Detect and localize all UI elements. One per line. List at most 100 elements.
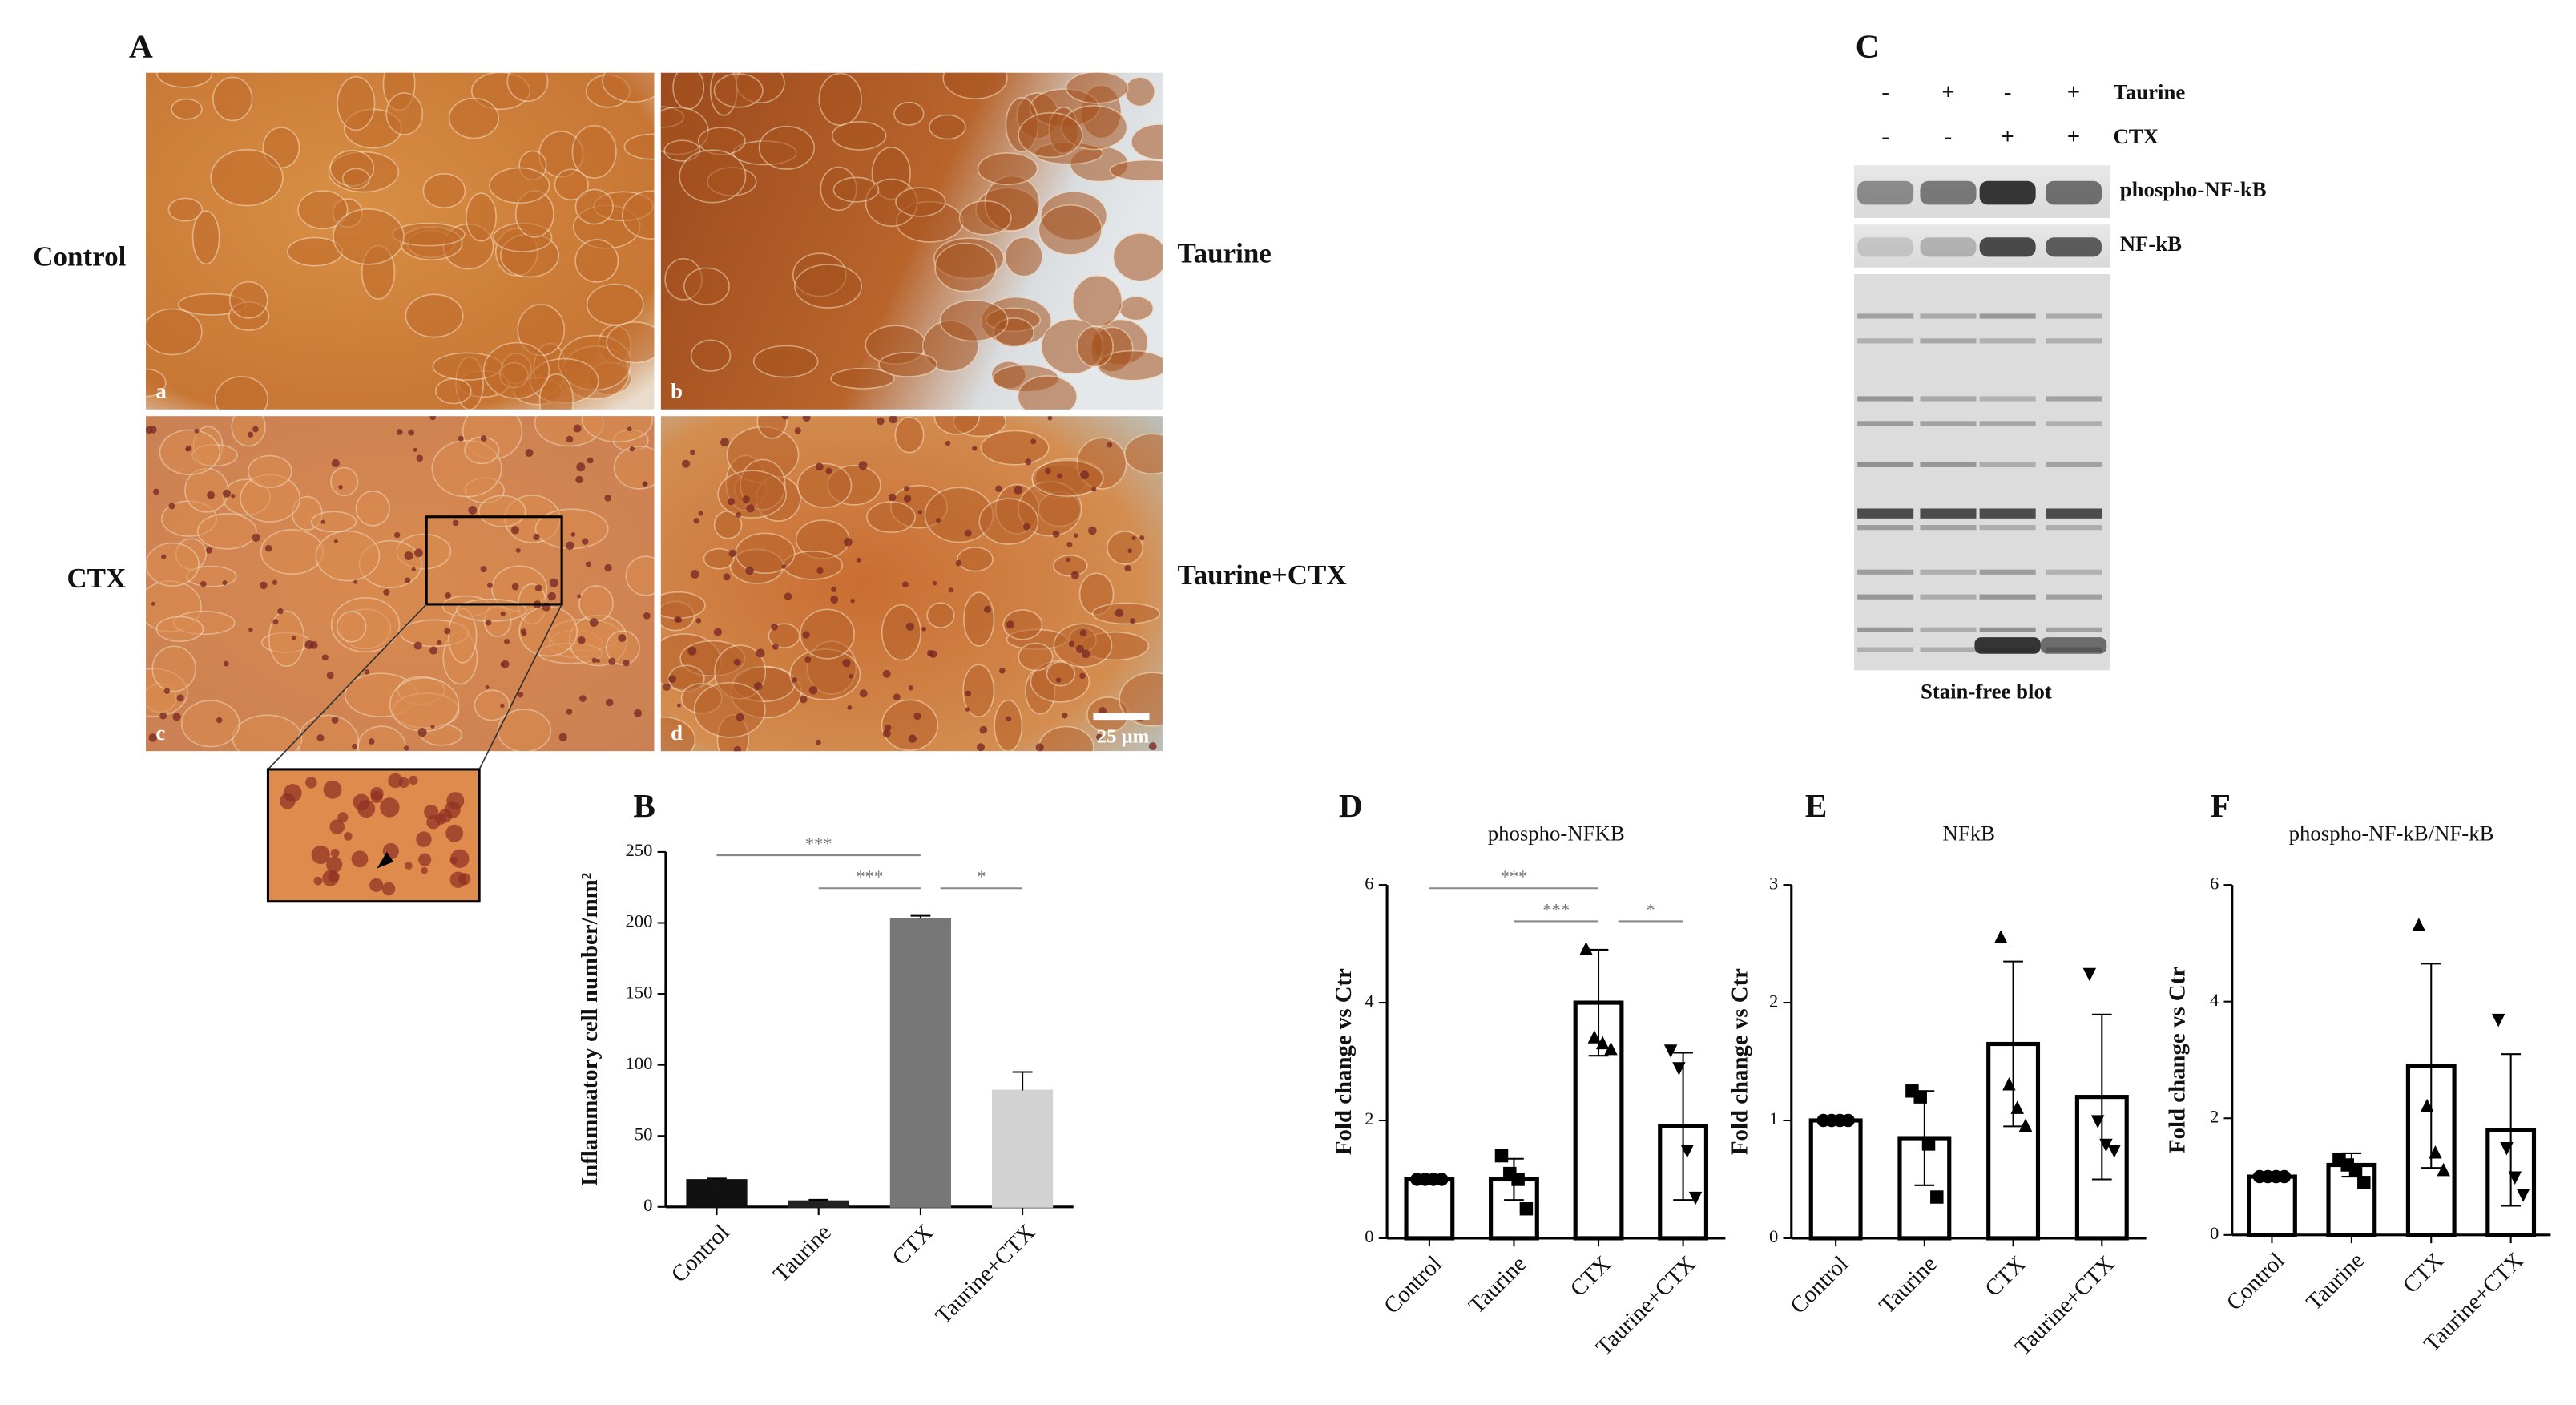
nucleus <box>1013 485 1022 495</box>
lane-sign: - <box>1881 79 1889 105</box>
nucleus <box>194 428 200 434</box>
nucleus <box>995 485 1002 493</box>
muscle-fiber <box>606 321 655 364</box>
muscle-fiber <box>1106 531 1144 565</box>
muscle-fiber <box>878 352 938 377</box>
lane-sign: - <box>2004 79 2012 105</box>
muscle-fiber <box>581 416 654 443</box>
stain-band <box>1857 627 1914 632</box>
nucleus <box>1139 535 1145 541</box>
stain-free-blot <box>1854 273 2110 671</box>
muscle-fiber <box>232 714 303 752</box>
nucleus <box>629 446 635 452</box>
blot-band <box>2046 237 2102 257</box>
stain-band <box>1920 569 1977 575</box>
muscle-fiber <box>994 699 1023 752</box>
muscle-fiber <box>212 76 253 122</box>
muscle-fiber <box>796 462 853 508</box>
muscle-fiber <box>1112 232 1163 282</box>
nucleus <box>830 596 839 604</box>
nucleus <box>534 584 542 591</box>
nucleus <box>1130 618 1136 624</box>
inset-cell <box>380 797 400 818</box>
nucleus <box>320 519 325 524</box>
nucleus <box>742 495 750 503</box>
nucleus <box>1022 523 1030 531</box>
nucleus <box>452 519 459 527</box>
stain-band <box>2046 396 2102 402</box>
muscle-fiber <box>210 148 284 207</box>
muscle-fiber <box>1118 295 1155 321</box>
inset-cell <box>416 831 432 847</box>
nucleus <box>216 717 223 724</box>
y-tick-label: 4 <box>2210 990 2219 1010</box>
inset-cell <box>426 815 441 830</box>
stain-band <box>1920 421 1977 426</box>
nucleus <box>404 551 413 560</box>
muscle-fiber <box>866 501 917 534</box>
nucleus <box>877 417 885 426</box>
nucleus <box>972 446 978 451</box>
muscle-fiber <box>482 341 550 399</box>
panel-letter: D <box>1339 787 1363 824</box>
nucleus <box>429 646 438 655</box>
nucleus <box>316 734 325 742</box>
nucleus <box>582 538 589 545</box>
nucleus <box>690 450 695 456</box>
muscle-fiber <box>167 197 204 222</box>
nucleus <box>326 672 334 680</box>
nucleus <box>1068 640 1075 648</box>
nucleus <box>999 667 1006 674</box>
nucleus <box>566 709 573 715</box>
nucleus <box>1057 473 1063 479</box>
muscle-fiber <box>929 114 966 140</box>
significance-label: *** <box>805 834 832 854</box>
data-point <box>2357 1176 2371 1189</box>
data-point <box>2018 1118 2033 1132</box>
nucleus <box>408 429 415 436</box>
image-label: Taurine <box>1177 237 1271 268</box>
nucleus <box>847 705 853 710</box>
y-axis-label: Fold change vs Ctr <box>2164 967 2190 1153</box>
bar <box>889 918 952 1208</box>
stain-band <box>1857 508 1914 519</box>
blot-band <box>1979 180 2036 205</box>
y-tick-label: 3 <box>1769 873 1778 893</box>
bar <box>788 1200 849 1208</box>
inset-cell <box>329 819 345 834</box>
nucleus <box>913 713 921 721</box>
muscle-fiber <box>146 542 200 587</box>
muscle-fiber <box>794 264 863 309</box>
nucleus <box>589 618 599 627</box>
nucleus <box>480 566 487 573</box>
data-point <box>2412 918 2426 931</box>
stain-band <box>1979 421 2036 426</box>
image-label: Taurine+CTX <box>1177 559 1346 591</box>
nucleus <box>831 587 836 592</box>
nucleus <box>159 712 167 720</box>
muscle-fiber <box>574 239 619 283</box>
muscle-fiber <box>881 604 921 661</box>
micrograph <box>146 72 655 410</box>
x-tick-label: CTX <box>887 1220 938 1271</box>
muscle-fiber <box>1018 111 1083 159</box>
nucleus <box>185 445 192 452</box>
bar <box>2247 1174 2297 1237</box>
nucleus <box>690 570 699 579</box>
nucleus <box>1070 571 1079 579</box>
nucleus <box>331 717 339 724</box>
stain-band <box>1920 594 1977 600</box>
nucleus <box>882 729 891 738</box>
nucleus <box>383 588 390 596</box>
nucleus <box>413 447 417 452</box>
data-point <box>1930 1190 1944 1204</box>
inset-cell <box>369 878 384 892</box>
nucleus <box>808 685 818 695</box>
inset-cell <box>405 862 413 870</box>
muscle-fiber <box>448 97 500 139</box>
muscle-fiber <box>474 689 510 721</box>
stain-band <box>1920 525 1977 531</box>
muscle-fiber <box>247 454 292 488</box>
muscle-fiber <box>180 700 240 748</box>
muscle-fiber <box>1109 159 1163 182</box>
